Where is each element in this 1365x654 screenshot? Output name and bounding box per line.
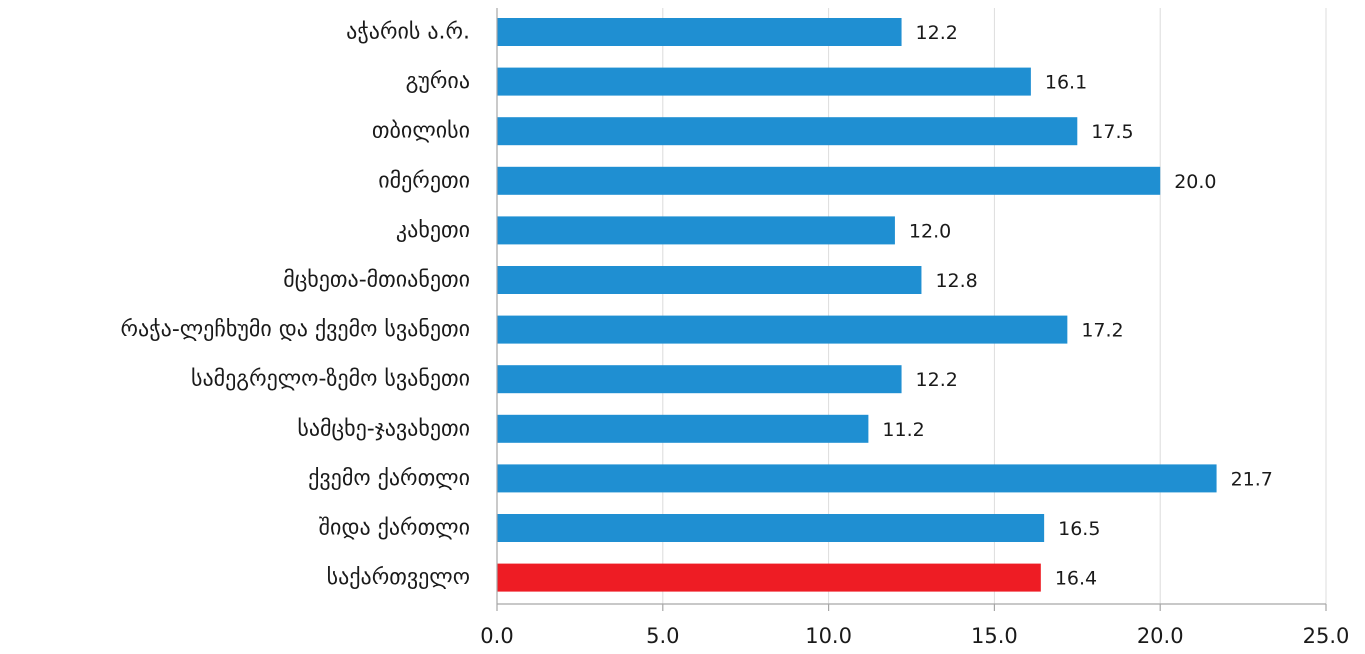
category-label-8: სამცხე-ჯავახეთი [297, 416, 470, 441]
labels-layer: აჭარის ა.რ. 12.2 გურია 16.1 თბილისი 17.5 იმერე… [121, 20, 1273, 591]
category-label-4: კახეთი [396, 218, 470, 243]
bar-5 [497, 266, 922, 294]
x-tick-label-3: 15.0 [971, 624, 1018, 648]
bar-11 [497, 563, 1041, 592]
bar-4 [497, 216, 895, 245]
value-label-5: 12.8 [935, 270, 977, 292]
bar-3 [497, 166, 1161, 195]
x-tick-label-2: 10.0 [805, 624, 852, 648]
bar-7 [497, 365, 902, 394]
x-tick-label-4: 20.0 [1137, 624, 1184, 648]
category-label-5: მცხეთა-მთიანეთი [283, 268, 470, 293]
value-label-6: 17.2 [1081, 320, 1123, 342]
x-tick-label-0: 0.0 [480, 624, 513, 648]
bars-layer [497, 18, 1217, 592]
value-label-1: 16.1 [1045, 72, 1087, 94]
value-label-4: 12.0 [909, 220, 951, 242]
value-label-9: 21.7 [1231, 468, 1273, 490]
category-label-3: იმერეთი [378, 168, 470, 193]
category-label-9: ქვემო ქართლი [308, 466, 470, 491]
category-label-1: გურია [406, 69, 470, 94]
category-label-2: თბილისი [372, 119, 470, 144]
x-tick-label-5: 25.0 [1303, 624, 1350, 648]
category-label-0: აჭარის ა.რ. [346, 20, 470, 45]
category-label-11: საქართველო [327, 565, 470, 590]
x-tick-label-1: 5.0 [646, 624, 679, 648]
bar-2 [497, 117, 1078, 146]
axis-layer: 0.0 5.0 10.0 15.0 20.0 25.0 [480, 8, 1349, 648]
bar-0 [497, 18, 902, 46]
bar-1 [497, 67, 1031, 96]
bar-8 [497, 414, 869, 443]
bar-9 [497, 464, 1217, 493]
category-label-6: რაჭა-ლეჩხუმი და ქვემო სვანეთი [121, 317, 470, 342]
value-label-0: 12.2 [916, 22, 958, 44]
value-label-3: 20.0 [1174, 171, 1216, 193]
value-label-10: 16.5 [1058, 518, 1100, 540]
bar-10 [497, 514, 1045, 542]
value-label-11: 16.4 [1055, 568, 1097, 590]
grid-layer [662, 8, 1327, 604]
value-label-2: 17.5 [1091, 121, 1133, 143]
category-label-7: სამეგრელო-ზემო სვანეთი [191, 367, 470, 392]
value-label-8: 11.2 [882, 419, 924, 441]
category-label-10: შიდა ქართლი [319, 516, 470, 541]
bar-6 [497, 315, 1068, 344]
value-label-7: 12.2 [916, 369, 958, 391]
